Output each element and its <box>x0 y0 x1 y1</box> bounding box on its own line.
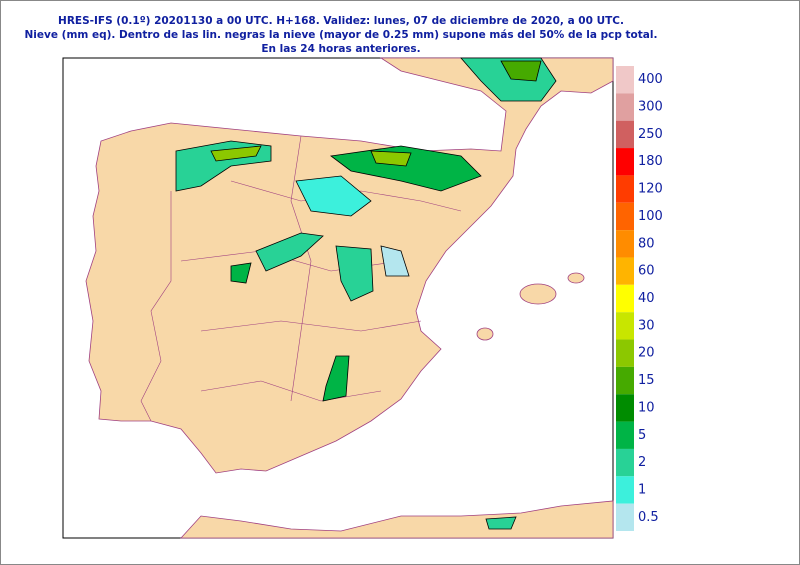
legend-swatch <box>616 448 634 477</box>
legend-swatch <box>616 202 634 231</box>
title-line: Nieve (mm eq). Dentro de las lin. negras… <box>24 29 658 41</box>
legend-label: 300 <box>638 100 663 115</box>
legend-swatch <box>616 175 634 203</box>
legend-swatch <box>616 366 634 395</box>
legend-swatch <box>616 66 634 94</box>
legend-label: 80 <box>638 236 655 251</box>
borders <box>140 135 462 422</box>
legend-swatch <box>616 339 634 367</box>
legend-label: 100 <box>638 209 663 224</box>
legend-label: 1 <box>638 482 646 497</box>
legend-swatch <box>616 257 634 285</box>
legend-swatch <box>616 476 634 504</box>
legend-swatch <box>616 284 634 313</box>
island <box>567 272 585 284</box>
legend-label: 60 <box>638 264 655 279</box>
legend-swatch <box>616 394 634 422</box>
legend-label: 10 <box>638 400 655 415</box>
legend-swatch <box>616 120 634 149</box>
legend-swatch <box>616 148 634 176</box>
legend-swatch <box>616 93 634 121</box>
legend-label: 20 <box>638 346 655 361</box>
legend-label: 15 <box>638 373 655 388</box>
legend-label: 2 <box>638 455 646 470</box>
island <box>476 327 494 341</box>
legend-swatch <box>616 503 634 531</box>
legend-label: 400 <box>638 72 663 87</box>
legend-label: 30 <box>638 318 655 333</box>
snow-areas <box>175 57 557 530</box>
title-line: En las 24 horas anteriores. <box>261 43 421 55</box>
legend-label: 0.5 <box>638 510 659 525</box>
legend-swatch <box>616 312 634 340</box>
legend-label: 40 <box>638 291 655 306</box>
legend-label: 250 <box>638 127 663 142</box>
title-line: HRES-IFS (0.1º) 20201130 a 00 UTC. H+168… <box>58 15 624 27</box>
legend-swatch <box>616 230 634 258</box>
legend-label: 180 <box>638 154 663 169</box>
legend-swatch <box>616 421 634 449</box>
legend-label: 120 <box>638 182 663 197</box>
island <box>519 283 557 305</box>
legend-label: 5 <box>638 428 646 443</box>
